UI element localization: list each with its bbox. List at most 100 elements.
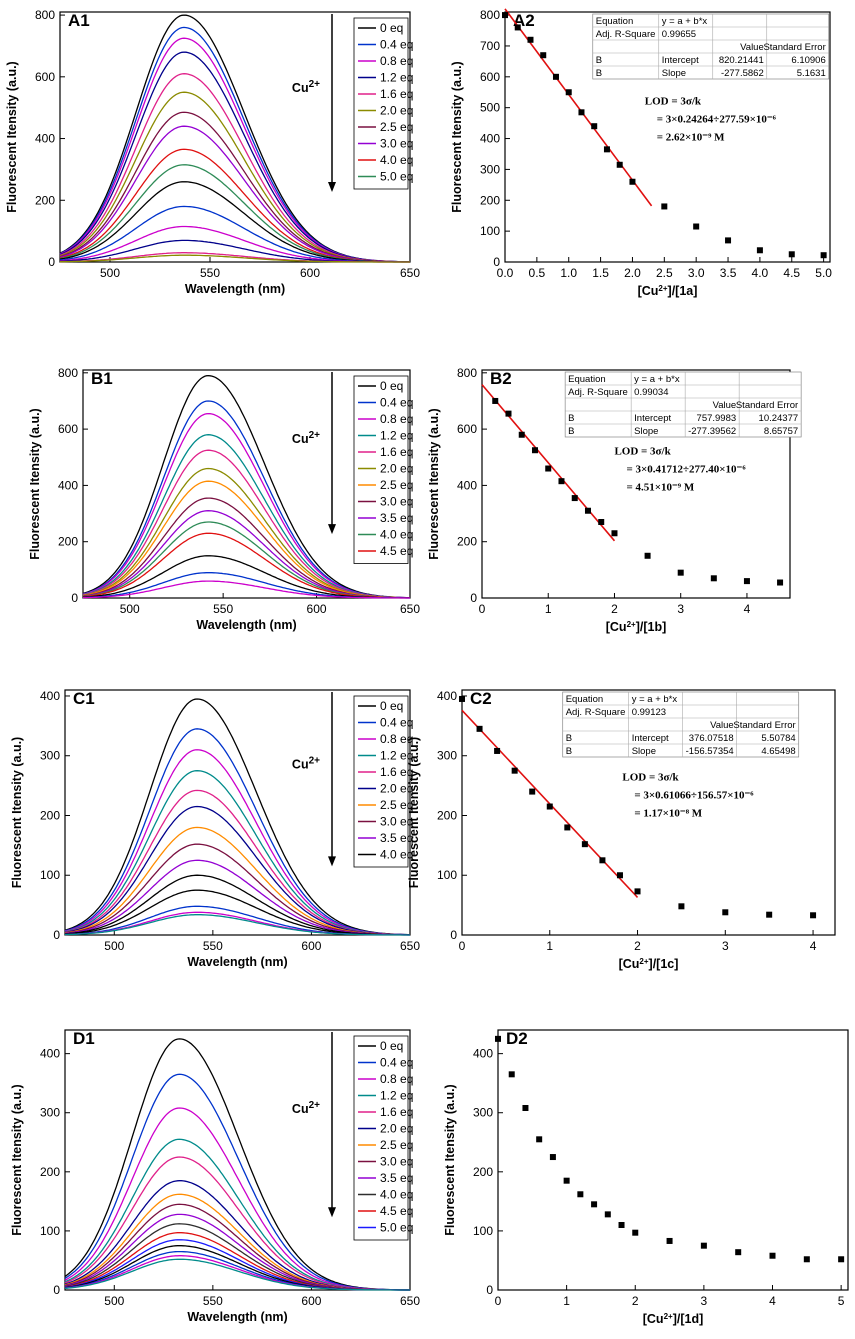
y-tick-label: 0: [48, 255, 55, 269]
data-point: [578, 109, 585, 116]
data-point: [581, 841, 588, 848]
x-tick-label: 650: [400, 939, 420, 953]
data-point: [661, 203, 668, 210]
fit-table: [592, 13, 830, 80]
x-tick-label: 550: [203, 1294, 223, 1308]
table-cell: 0.99123: [632, 707, 666, 718]
x-axis-label: [Cu2+]/[1d]: [643, 1312, 704, 1327]
lod-result: = 1.17×10⁻⁸ M: [634, 808, 702, 820]
table-cell: y = a + b*x: [632, 694, 678, 705]
data-point: [603, 146, 610, 153]
legend-entry: 1.6 eq: [380, 87, 413, 101]
x-tick-label: 600: [301, 1294, 321, 1308]
x-tick-label: 650: [400, 1294, 420, 1308]
x-tick-label: 500: [104, 1294, 124, 1308]
y-tick-label: 100: [437, 868, 457, 882]
legend-entry: 2.5 eq: [380, 1138, 413, 1152]
x-tick-label: 500: [100, 266, 120, 280]
panel-label: D2: [506, 1029, 528, 1048]
x-tick-label: 4: [769, 1294, 776, 1308]
y-tick-label: 200: [40, 808, 60, 822]
data-point: [722, 909, 729, 916]
y-tick-label: 200: [35, 193, 55, 207]
y-tick-label: 600: [58, 422, 78, 436]
data-point: [558, 478, 565, 485]
x-tick-label: 0.5: [529, 266, 546, 280]
legend-entry: 2.0 eq: [380, 782, 413, 796]
panel-b2: 0 1 2 3 4 0 200 400 600 800 [Cu2+]/[1b] Fluorescent…: [427, 366, 802, 634]
data-point: [629, 178, 636, 185]
y-tick-label: 200: [473, 1165, 493, 1179]
table-cell: 5.50784: [761, 733, 795, 744]
data-point: [693, 223, 700, 230]
legend-entry: 0 eq: [380, 699, 403, 713]
x-tick-label: 550: [203, 939, 223, 953]
panel-a1: 500 550 600 650 0 200 400 600 800 Wavelength (nm)…: [5, 8, 420, 296]
x-tick-label: 650: [400, 602, 420, 616]
spectrum-line: [64, 1232, 410, 1291]
x-tick-label: 2: [611, 602, 618, 616]
y-axis-label: Fluorescent Itensity (a.u.): [443, 1084, 457, 1235]
table-cell: 6.10906: [791, 55, 825, 66]
table-cell: 376.07518: [689, 733, 734, 744]
data-point: [616, 161, 623, 168]
x-tick-label: 4.5: [783, 266, 800, 280]
data-point: [522, 1105, 529, 1111]
table-cell: 0.99034: [634, 387, 668, 398]
x-tick-label: 3: [677, 602, 684, 616]
table-cell: Intercept: [662, 55, 699, 66]
data-point: [476, 725, 483, 732]
legend-entry: 1.2 eq: [380, 71, 413, 85]
lod-result: = 4.51×10⁻⁹ M: [626, 481, 694, 493]
spectrum-line: [64, 1255, 410, 1291]
x-tick-label: 2: [634, 939, 641, 953]
data-point: [710, 575, 717, 582]
legend-entry: 0 eq: [380, 21, 403, 35]
data-point: [529, 788, 536, 795]
y-tick-label: 300: [480, 162, 500, 176]
legend-entry: 5.0 eq: [380, 170, 413, 184]
table-cell: Equation: [596, 16, 634, 27]
table-cell: 10.24377: [759, 413, 799, 424]
data-point: [634, 888, 641, 895]
y-tick-label: 400: [40, 1047, 60, 1061]
spectrum-line: [64, 698, 410, 936]
x-tick-label: 3.5: [720, 266, 737, 280]
x-tick-label: 550: [213, 602, 233, 616]
data-point: [546, 803, 553, 810]
legend-entry: 0.8 eq: [380, 732, 413, 746]
y-tick-label: 0: [450, 928, 457, 942]
x-tick-label: 3: [701, 1294, 708, 1308]
x-tick-label: 4: [810, 939, 817, 953]
x-axis-label: [Cu2+]/[1a]: [638, 284, 698, 299]
x-tick-label: 0.0: [497, 266, 514, 280]
lod-formula: LOD = 3σ/k: [622, 772, 679, 784]
y-tick-label: 600: [35, 70, 55, 84]
legend-entry: 2.0 eq: [380, 104, 413, 118]
y-tick-label: 300: [437, 749, 457, 763]
plot-frame: [82, 369, 411, 599]
x-tick-label: 500: [120, 602, 140, 616]
data-point: [769, 1252, 776, 1259]
data-point: [505, 410, 512, 417]
table-cell: 0.99655: [662, 29, 696, 40]
table-cell: B: [566, 733, 572, 744]
plot-frame: [497, 1029, 849, 1291]
panel-d2: 0 1 2 3 4 5 0 100 200 300 400 [Cu2+]/[1d] Fluorescen…: [443, 1029, 849, 1327]
panel-label: C2: [470, 689, 492, 708]
x-axis-label: Wavelength (nm): [185, 282, 285, 296]
x-tick-label: 4: [744, 602, 751, 616]
data-point: [677, 569, 684, 576]
spectrum-line: [64, 749, 410, 936]
y-tick-label: 0: [486, 1283, 493, 1297]
legend-entry: 4.0 eq: [380, 153, 413, 167]
y-tick-label: 100: [40, 1224, 60, 1238]
legend-entry: 4.5 eq: [380, 1204, 413, 1218]
data-point: [598, 519, 605, 525]
legend-entry: 3.5 eq: [380, 511, 413, 525]
legend-entry: 1.2 eq: [380, 1089, 413, 1103]
data-point: [502, 12, 508, 19]
data-point: [545, 465, 552, 472]
data-point: [563, 1177, 570, 1184]
table-cell: 820.21441: [719, 55, 764, 66]
